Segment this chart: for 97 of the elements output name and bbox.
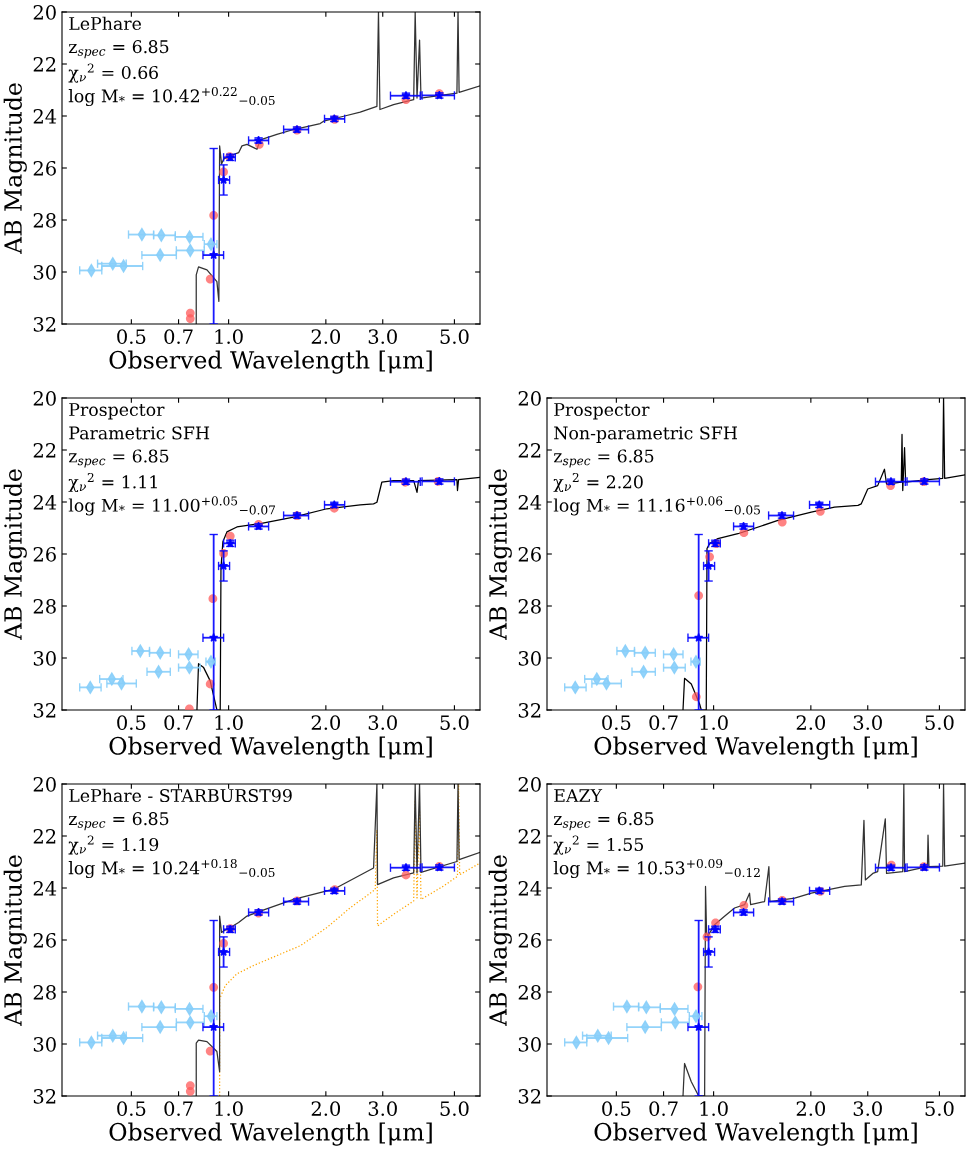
annotation: z$_{spec}$ = 6.85 bbox=[68, 812, 169, 831]
y-tick-label: 30 bbox=[33, 264, 56, 280]
y-tick-label: 20 bbox=[518, 776, 541, 792]
x-tick-label: 0.7 bbox=[164, 329, 193, 344]
x-axis-title: Observed Wavelength [μm] bbox=[109, 736, 432, 760]
y-tick-label: 28 bbox=[33, 212, 56, 228]
annotation: log M$_{*}$ = 10.53$^{+0.09}$$_{−0.12}$ bbox=[553, 858, 760, 879]
x-tick-label: 2.0 bbox=[311, 329, 341, 344]
x-tick-label: 3.0 bbox=[853, 715, 882, 730]
y-tick-label: 28 bbox=[518, 984, 541, 1000]
x-tick-label: 1.0 bbox=[215, 1101, 243, 1116]
annotation: χ$_{ν}$$^{2}$ = 0.66 bbox=[68, 63, 158, 83]
annotation: LePhare bbox=[69, 16, 141, 31]
x-tick-label: 5.0 bbox=[440, 329, 469, 344]
x-axis-title: Observed Wavelength [μm] bbox=[109, 1122, 432, 1146]
annotation: log M$_{*}$ = 11.16$^{+0.06}$$_{−0.05}$ bbox=[553, 496, 760, 516]
annotation: χ$_{ν}$$^{2}$ = 2.20 bbox=[553, 472, 643, 493]
annotation: LePhare - STARBURST99 bbox=[69, 788, 292, 803]
y-tick-label: 26 bbox=[33, 160, 56, 176]
annotation: log M$_{*}$ = 10.24$^{+0.18}$$_{−0.05}$ bbox=[68, 858, 275, 879]
x-tick-label: 3.0 bbox=[368, 329, 397, 344]
x-tick-label: 2.0 bbox=[796, 715, 826, 730]
x-tick-label: 0.5 bbox=[117, 329, 146, 344]
annotation: χ$_{ν}$$^{2}$ = 1.11 bbox=[68, 472, 157, 493]
x-tick-label: 3.0 bbox=[368, 715, 397, 730]
y-tick-label: 32 bbox=[33, 1088, 56, 1104]
x-axis-title: Observed Wavelength [μm] bbox=[109, 350, 432, 374]
annotation: z$_{spec}$ = 6.85 bbox=[68, 40, 169, 59]
x-tick-label: 2.0 bbox=[796, 1101, 826, 1116]
annotation: z$_{spec}$ = 6.85 bbox=[553, 449, 654, 468]
x-tick-label: 5.0 bbox=[440, 715, 469, 730]
x-tick-label: 0.7 bbox=[649, 715, 678, 730]
y-tick-label: 22 bbox=[518, 828, 541, 844]
x-axis-title: Observed Wavelength [μm] bbox=[594, 736, 917, 760]
y-axis-title: AB Magnitude bbox=[488, 469, 512, 641]
x-tick-label: 0.5 bbox=[602, 1101, 631, 1116]
y-tick-label: 24 bbox=[518, 494, 542, 510]
y-axis-title: AB Magnitude bbox=[488, 855, 512, 1027]
y-tick-label: 22 bbox=[33, 828, 56, 844]
x-axis-title: Observed Wavelength [μm] bbox=[594, 1122, 917, 1146]
x-tick-label: 3.0 bbox=[853, 1101, 882, 1116]
y-tick-label: 20 bbox=[33, 390, 56, 406]
y-tick-label: 28 bbox=[33, 984, 56, 1000]
y-tick-label: 30 bbox=[33, 650, 56, 666]
annotation: Prospector bbox=[69, 403, 165, 420]
annotation: Non-parametric SFH bbox=[554, 426, 737, 443]
y-tick-label: 30 bbox=[518, 1036, 541, 1052]
annotation: χ$_{ν}$$^{2}$ = 1.55 bbox=[553, 835, 644, 855]
y-tick-label: 22 bbox=[33, 56, 56, 72]
annotation: log M$_{*}$ = 11.00$^{+0.05}$$_{−0.07}$ bbox=[68, 496, 276, 516]
annotation: EAZY bbox=[554, 789, 603, 802]
x-tick-label: 0.7 bbox=[164, 1101, 193, 1116]
y-tick-label: 30 bbox=[33, 1036, 56, 1052]
y-tick-label: 20 bbox=[33, 776, 56, 792]
x-tick-label: 0.7 bbox=[164, 715, 193, 730]
y-tick-label: 28 bbox=[518, 598, 541, 614]
y-tick-label: 26 bbox=[518, 546, 541, 562]
x-tick-label: 1.0 bbox=[700, 1101, 728, 1116]
x-tick-label: 2.0 bbox=[311, 715, 341, 730]
y-axis-title: AB Magnitude bbox=[3, 855, 27, 1027]
y-tick-label: 22 bbox=[33, 442, 56, 458]
x-tick-label: 1.0 bbox=[700, 715, 728, 730]
y-axis-title: AB Magnitude bbox=[3, 83, 27, 255]
annotation: z$_{spec}$ = 6.85 bbox=[68, 449, 169, 468]
x-tick-label: 0.5 bbox=[117, 715, 146, 730]
x-tick-label: 5.0 bbox=[925, 715, 954, 730]
x-tick-label: 3.0 bbox=[368, 1101, 397, 1116]
y-tick-label: 24 bbox=[518, 880, 542, 896]
x-tick-label: 5.0 bbox=[925, 1101, 954, 1116]
y-axis-title: AB Magnitude bbox=[3, 469, 27, 641]
y-tick-label: 28 bbox=[33, 598, 56, 614]
y-tick-label: 26 bbox=[33, 546, 56, 562]
x-tick-label: 0.7 bbox=[649, 1101, 678, 1116]
x-tick-label: 0.5 bbox=[602, 715, 631, 730]
y-tick-label: 32 bbox=[33, 702, 56, 718]
y-tick-label: 30 bbox=[518, 650, 541, 666]
y-tick-label: 32 bbox=[518, 1088, 541, 1104]
y-tick-label: 24 bbox=[33, 108, 57, 124]
y-tick-label: 24 bbox=[33, 494, 57, 510]
x-tick-label: 0.5 bbox=[117, 1101, 146, 1116]
y-tick-label: 22 bbox=[518, 442, 541, 458]
y-tick-label: 20 bbox=[33, 4, 56, 20]
y-tick-label: 26 bbox=[33, 932, 56, 948]
annotation: Parametric SFH bbox=[69, 426, 210, 440]
annotation: z$_{spec}$ = 6.85 bbox=[553, 812, 654, 831]
x-tick-label: 2.0 bbox=[311, 1101, 341, 1116]
y-tick-label: 26 bbox=[518, 932, 541, 948]
y-tick-label: 32 bbox=[518, 702, 541, 718]
y-tick-label: 20 bbox=[518, 390, 541, 406]
annotation: χ$_{ν}$$^{2}$ = 1.19 bbox=[68, 835, 159, 855]
annotation: log M$_{*}$ = 10.42$^{+0.22}$$_{−0.05}$ bbox=[68, 86, 275, 107]
y-tick-label: 32 bbox=[33, 316, 56, 332]
x-tick-label: 1.0 bbox=[215, 329, 243, 344]
y-tick-label: 24 bbox=[33, 880, 57, 896]
annotation: Prospector bbox=[554, 403, 650, 420]
x-tick-label: 5.0 bbox=[440, 1101, 469, 1116]
x-tick-label: 1.0 bbox=[215, 715, 243, 730]
